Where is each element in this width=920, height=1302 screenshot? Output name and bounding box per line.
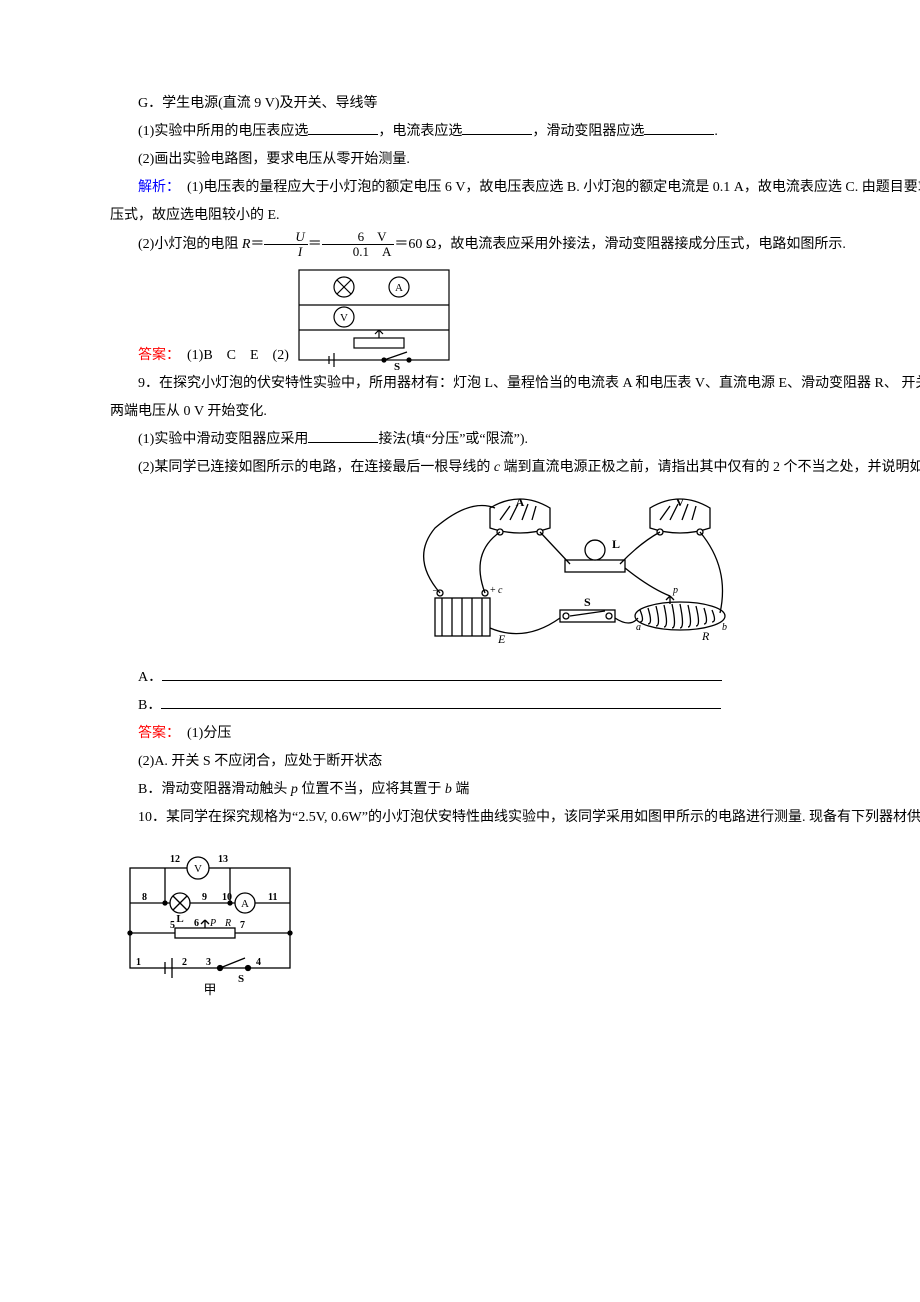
fraction-UI: UI xyxy=(264,230,307,260)
svg-text:甲: 甲 xyxy=(203,982,216,997)
var-b: b xyxy=(445,782,452,797)
svg-text:S: S xyxy=(394,361,400,370)
svg-text:L: L xyxy=(612,537,620,551)
q9-1: (1)实验中滑动变阻器应采用 接法(填“分压”或“限流”). xyxy=(110,426,920,454)
fraction-val: 6 V0.1 A xyxy=(322,230,395,260)
q8-1-text-c: ，滑动变阻器应选 xyxy=(532,124,644,139)
answer-blank-A xyxy=(162,666,722,681)
svg-text:P: P xyxy=(209,918,216,929)
exp8-2a: (2)小灯泡的电阻 xyxy=(138,237,242,252)
svg-text:V: V xyxy=(676,495,685,509)
exp8-2: (2)小灯泡的电阻 R＝UI＝6 V0.1 A＝60 Ω，故电流表应采用外接法，… xyxy=(110,230,920,260)
svg-text:9: 9 xyxy=(202,892,207,903)
blank-line-A: A． xyxy=(110,664,920,692)
ans9-2Bd: 端 xyxy=(452,782,470,797)
svg-text:13: 13 xyxy=(218,854,228,865)
explain-label: 解析： xyxy=(138,180,173,195)
answer-label: 答案： xyxy=(138,348,173,363)
ans9-2Bb: 位置不当，应将其置于 xyxy=(298,782,445,797)
svg-text:b: b xyxy=(722,622,727,633)
q9-2: (2)某同学已连接如图所示的电路，在连接最后一根导线的 c 端到直流电源正极之前… xyxy=(110,454,920,482)
svg-text:E: E xyxy=(497,632,506,646)
q9-2a: (2)某同学已连接如图所示的电路，在连接最后一根导线的 xyxy=(138,460,494,475)
circuit-diagram-3: V A L S P R 1 2 3 4 5 6 7 8 9 10 11 12 1… xyxy=(110,838,920,998)
eq1: ＝ xyxy=(250,237,264,252)
q8-1-text-b: ，电流表应选 xyxy=(378,124,462,139)
svg-text:a: a xyxy=(636,622,641,633)
q9-2b: 端到直流电源正极之前，请指出其中仅有的 2 个不当之处，并说明如何改正. xyxy=(500,460,920,475)
svg-text:7: 7 xyxy=(240,920,245,931)
svg-text:A: A xyxy=(241,898,249,910)
blank xyxy=(644,120,714,135)
label-A: A． xyxy=(138,670,162,685)
exp8-1-text: (1)电压表的量程应大于小灯泡的额定电压 6 V，故电压表应选 B. 小灯泡的额… xyxy=(110,180,920,223)
frac-den: 0.1 A xyxy=(322,245,395,259)
frac-den: I xyxy=(264,245,307,259)
svg-text:–: – xyxy=(432,585,439,596)
svg-text:12: 12 xyxy=(170,854,180,865)
svg-text:5: 5 xyxy=(170,920,175,931)
frac-num: 6 V xyxy=(322,230,395,245)
ans9-1-text: (1)分压 xyxy=(173,726,231,741)
q8-1-text-d: . xyxy=(714,124,718,139)
svg-text:6: 6 xyxy=(194,918,199,929)
q8-part1: (1)实验中所用的电压表应选 ，电流表应选 ，滑动变阻器应选. xyxy=(110,118,920,146)
svg-text:L: L xyxy=(176,913,183,925)
ans9-2A: (2)A. 开关 S 不应闭合，应处于断开状态 xyxy=(110,748,920,776)
answer-blank-B xyxy=(161,694,721,709)
svg-text:c: c xyxy=(498,585,503,596)
svg-text:3: 3 xyxy=(206,957,211,968)
blank xyxy=(308,120,378,135)
blank xyxy=(462,120,532,135)
svg-text:R: R xyxy=(224,918,231,929)
ans9-2Ba: B．滑动变阻器滑动触头 xyxy=(138,782,291,797)
svg-text:S: S xyxy=(584,595,591,609)
q9-1a: (1)实验中滑动变阻器应采用 xyxy=(138,432,308,447)
ans8-text: (1)B C E (2) xyxy=(173,348,289,363)
q8-part2: (2)画出实验电路图，要求电压从零开始测量. xyxy=(110,146,920,174)
item-g: G．学生电源(直流 9 V)及开关、导线等 xyxy=(110,90,920,118)
q9-intro: 9．在探究小灯泡的伏安特性实验中，所用器材有：灯泡 L、量程恰当的电流表 A 和… xyxy=(110,370,920,426)
svg-text:2: 2 xyxy=(182,957,187,968)
q8-1-text-a: (1)实验中所用的电压表应选 xyxy=(138,124,308,139)
svg-text:4: 4 xyxy=(256,957,261,968)
svg-text:A: A xyxy=(395,282,403,294)
svg-text:8: 8 xyxy=(142,892,147,903)
ans9-2B: B．滑动变阻器滑动触头 p 位置不当，应将其置于 b 端 xyxy=(110,776,920,804)
svg-text:R: R xyxy=(701,629,710,643)
svg-text:+: + xyxy=(490,585,496,596)
frac-num: U xyxy=(264,230,307,245)
ans9-1: 答案： (1)分压 xyxy=(110,720,920,748)
svg-text:1: 1 xyxy=(136,957,141,968)
var-p: p xyxy=(291,782,298,797)
exp8-1: 解析： (1)电压表的量程应大于小灯泡的额定电压 6 V，故电压表应选 B. 小… xyxy=(110,174,920,230)
answer8-row: 答案： (1)B C E (2) A V S xyxy=(110,260,920,370)
svg-text:p: p xyxy=(672,585,678,596)
answer-label: 答案： xyxy=(138,726,173,741)
svg-text:V: V xyxy=(340,312,348,324)
blank xyxy=(308,428,378,443)
svg-text:11: 11 xyxy=(268,892,277,903)
svg-text:V: V xyxy=(194,863,202,875)
label-B: B． xyxy=(138,698,161,713)
q10: 10．某同学在探究规格为“2.5V, 0.6W”的小灯泡伏安特性曲线实验中，该同… xyxy=(110,804,920,832)
q9-1b: 接法(填“分压”或“限流”). xyxy=(378,432,528,447)
svg-text:S: S xyxy=(238,973,244,985)
svg-text:10: 10 xyxy=(222,892,232,903)
blank-line-B: B． xyxy=(110,692,920,720)
circuit-diagram-1: A V S xyxy=(289,260,459,370)
exp8-2b: ＝60 Ω，故电流表应采用外接法，滑动变阻器接成分压式，电路如图所示. xyxy=(394,237,845,252)
eq2: ＝ xyxy=(308,237,322,252)
circuit-photo: c A V L S E R a b p – + xyxy=(110,488,920,658)
svg-text:A: A xyxy=(516,495,525,509)
